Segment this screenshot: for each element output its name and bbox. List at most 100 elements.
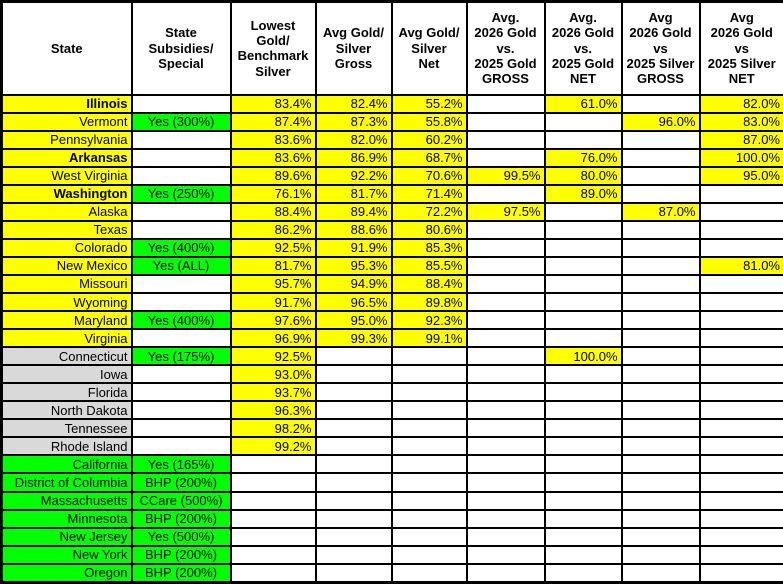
value-cell-gold-vs-gold-net[interactable] xyxy=(543,562,623,584)
value-cell-gold-vs-gold-gross[interactable] xyxy=(465,436,546,457)
value-cell-avg-gold-silver-net[interactable]: 55.8% xyxy=(390,111,468,132)
value-cell-avg-gold-silver-net[interactable] xyxy=(390,508,468,529)
value-cell-avg-gold-silver-net[interactable]: 71.4% xyxy=(390,183,468,204)
value-cell-avg-gold-silver-net[interactable] xyxy=(390,400,468,421)
value-cell-lowest-gold-benchmark[interactable]: 91.7% xyxy=(229,292,317,313)
value-cell-gold-vs-gold-gross[interactable] xyxy=(465,310,546,331)
value-cell-gold-vs-silver-gross[interactable] xyxy=(620,310,701,331)
subsidy-cell[interactable]: CCare (500%) xyxy=(130,490,232,511)
value-cell-gold-vs-silver-gross[interactable] xyxy=(620,183,701,204)
value-cell-gold-vs-gold-net[interactable] xyxy=(543,201,623,222)
value-cell-gold-vs-gold-gross[interactable] xyxy=(465,382,546,403)
value-cell-gold-vs-gold-net[interactable] xyxy=(543,454,623,475)
value-cell-gold-vs-silver-gross[interactable] xyxy=(620,364,701,385)
value-cell-avg-gold-silver-net[interactable] xyxy=(390,436,468,457)
value-cell-avg-gold-silver-net[interactable]: 72.2% xyxy=(390,201,468,222)
value-cell-avg-gold-silver-net[interactable]: 85.5% xyxy=(390,255,468,276)
value-cell-gold-vs-gold-gross[interactable] xyxy=(465,93,546,114)
value-cell-avg-gold-silver-net[interactable] xyxy=(390,490,468,511)
value-cell-gold-vs-gold-net[interactable] xyxy=(543,526,623,547)
value-cell-lowest-gold-benchmark[interactable]: 76.1% xyxy=(229,183,317,204)
value-cell-gold-vs-silver-net[interactable] xyxy=(698,472,783,493)
value-cell-gold-vs-silver-gross[interactable] xyxy=(620,219,701,240)
col-header-2026-vs-2025-silver-net[interactable]: Avg 2026 Gold vs 2025 Silver NET xyxy=(698,0,783,96)
value-cell-avg-gold-silver-net[interactable] xyxy=(390,472,468,493)
subsidy-cell[interactable] xyxy=(130,129,232,150)
subsidy-cell[interactable]: Yes (400%) xyxy=(130,310,232,331)
value-cell-gold-vs-gold-gross[interactable] xyxy=(465,183,546,204)
value-cell-avg-gold-silver-gross[interactable]: 94.9% xyxy=(314,273,393,295)
value-cell-gold-vs-silver-gross[interactable] xyxy=(620,93,701,114)
value-cell-avg-gold-silver-gross[interactable]: 95.0% xyxy=(314,310,393,331)
value-cell-gold-vs-gold-gross[interactable]: 99.5% xyxy=(465,165,546,186)
state-cell[interactable]: Virginia xyxy=(0,328,133,349)
value-cell-avg-gold-silver-gross[interactable] xyxy=(314,364,393,385)
value-cell-lowest-gold-benchmark[interactable] xyxy=(229,508,317,529)
value-cell-avg-gold-silver-gross[interactable] xyxy=(314,418,393,439)
value-cell-gold-vs-silver-net[interactable]: 87.0% xyxy=(698,129,783,150)
value-cell-avg-gold-silver-gross[interactable]: 89.4% xyxy=(314,201,393,222)
state-cell[interactable]: Texas xyxy=(0,219,133,240)
subsidy-cell[interactable] xyxy=(130,328,232,349)
value-cell-lowest-gold-benchmark[interactable] xyxy=(229,544,317,565)
subsidy-cell[interactable] xyxy=(130,292,232,313)
subsidy-cell[interactable] xyxy=(130,219,232,240)
value-cell-lowest-gold-benchmark[interactable]: 89.6% xyxy=(229,165,317,186)
value-cell-gold-vs-gold-net[interactable] xyxy=(543,508,623,529)
state-cell[interactable]: Washington xyxy=(0,183,133,204)
value-cell-lowest-gold-benchmark[interactable]: 98.2% xyxy=(229,418,317,439)
value-cell-lowest-gold-benchmark[interactable]: 87.4% xyxy=(229,111,317,132)
value-cell-gold-vs-gold-gross[interactable] xyxy=(465,472,546,493)
subsidy-cell[interactable]: Yes (ALL) xyxy=(130,255,232,276)
value-cell-gold-vs-gold-gross[interactable] xyxy=(465,526,546,547)
value-cell-lowest-gold-benchmark[interactable]: 99.2% xyxy=(229,436,317,457)
value-cell-gold-vs-silver-gross[interactable] xyxy=(620,454,701,475)
value-cell-gold-vs-silver-net[interactable] xyxy=(698,382,783,403)
value-cell-gold-vs-silver-gross[interactable] xyxy=(620,255,701,276)
value-cell-avg-gold-silver-net[interactable]: 55.2% xyxy=(390,93,468,114)
subsidy-cell[interactable]: Yes (300%) xyxy=(130,111,232,132)
value-cell-lowest-gold-benchmark[interactable]: 95.7% xyxy=(229,273,317,295)
value-cell-avg-gold-silver-gross[interactable] xyxy=(314,544,393,565)
value-cell-avg-gold-silver-gross[interactable] xyxy=(314,472,393,493)
state-cell[interactable]: Missouri xyxy=(0,273,133,295)
value-cell-gold-vs-gold-net[interactable] xyxy=(543,472,623,493)
value-cell-gold-vs-silver-net[interactable] xyxy=(698,219,783,240)
value-cell-avg-gold-silver-gross[interactable] xyxy=(314,508,393,529)
value-cell-gold-vs-gold-net[interactable]: 89.0% xyxy=(543,183,623,204)
subsidy-cell[interactable]: Yes (400%) xyxy=(130,237,232,258)
value-cell-avg-gold-silver-net[interactable]: 88.4% xyxy=(390,273,468,295)
value-cell-gold-vs-gold-net[interactable] xyxy=(543,490,623,511)
col-header-avg-gold-silver-gross[interactable]: Avg Gold/ Silver Gross xyxy=(314,0,393,96)
value-cell-gold-vs-gold-net[interactable] xyxy=(543,544,623,565)
subsidy-cell[interactable]: BHP (200%) xyxy=(130,472,232,493)
value-cell-avg-gold-silver-gross[interactable] xyxy=(314,454,393,475)
value-cell-gold-vs-silver-net[interactable] xyxy=(698,544,783,565)
value-cell-gold-vs-gold-gross[interactable] xyxy=(465,219,546,240)
value-cell-gold-vs-gold-net[interactable] xyxy=(543,255,623,276)
value-cell-gold-vs-gold-gross[interactable] xyxy=(465,255,546,276)
value-cell-gold-vs-silver-net[interactable] xyxy=(698,454,783,475)
col-header-2026-vs-2025-silver-gross[interactable]: Avg 2026 Gold vs 2025 Silver GROSS xyxy=(620,0,701,96)
value-cell-avg-gold-silver-gross[interactable] xyxy=(314,382,393,403)
value-cell-gold-vs-silver-net[interactable] xyxy=(698,526,783,547)
value-cell-gold-vs-gold-gross[interactable] xyxy=(465,147,546,168)
state-cell[interactable]: New York xyxy=(0,544,133,565)
state-cell[interactable]: Pennsylvania xyxy=(0,129,133,150)
subsidy-cell[interactable] xyxy=(130,273,232,295)
value-cell-gold-vs-silver-gross[interactable] xyxy=(620,436,701,457)
value-cell-lowest-gold-benchmark[interactable]: 92.5% xyxy=(229,237,317,258)
state-cell[interactable]: California xyxy=(0,454,133,475)
subsidy-cell[interactable]: BHP (200%) xyxy=(130,562,232,584)
subsidy-cell[interactable]: BHP (200%) xyxy=(130,508,232,529)
value-cell-gold-vs-gold-net[interactable]: 76.0% xyxy=(543,147,623,168)
value-cell-lowest-gold-benchmark[interactable] xyxy=(229,454,317,475)
value-cell-gold-vs-silver-gross[interactable] xyxy=(620,562,701,584)
value-cell-avg-gold-silver-net[interactable] xyxy=(390,382,468,403)
state-cell[interactable]: West Virginia xyxy=(0,165,133,186)
value-cell-gold-vs-silver-net[interactable] xyxy=(698,201,783,222)
value-cell-gold-vs-gold-gross[interactable] xyxy=(465,418,546,439)
value-cell-gold-vs-gold-net[interactable] xyxy=(543,111,623,132)
value-cell-lowest-gold-benchmark[interactable]: 93.7% xyxy=(229,382,317,403)
value-cell-gold-vs-gold-net[interactable] xyxy=(543,328,623,349)
